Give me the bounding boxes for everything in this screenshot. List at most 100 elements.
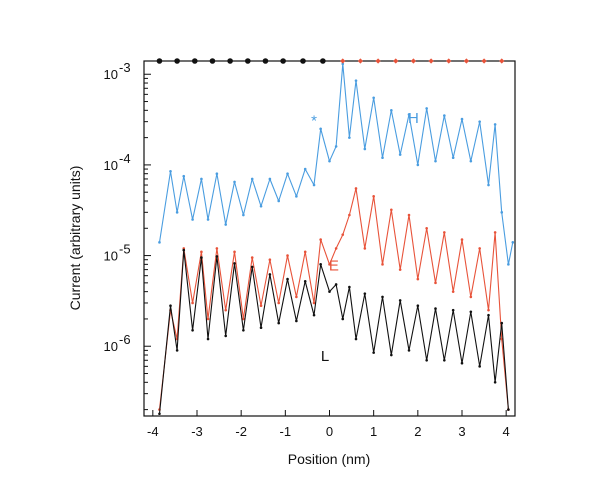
data-point-h: [460, 117, 464, 121]
data-point-h: [469, 159, 473, 163]
data-point-h: [312, 183, 316, 187]
series-label: H: [408, 110, 419, 127]
data-point-e: [443, 231, 446, 234]
data-point-l: [268, 273, 272, 276]
data-point-l: [334, 283, 338, 286]
data-point-h: [250, 177, 254, 181]
atom-marker: [227, 58, 233, 64]
data-point-h: [363, 147, 367, 151]
data-point-l: [416, 304, 420, 307]
data-point-h: [354, 79, 358, 82]
data-point-e: [363, 247, 367, 250]
data-point-h: [303, 167, 307, 171]
atom-marker: [393, 58, 399, 64]
x-tick-label: 4: [503, 424, 510, 439]
data-point-l: [443, 358, 446, 362]
data-point-l: [372, 351, 375, 354]
data-point-e: [372, 195, 375, 198]
data-point-l: [500, 321, 504, 325]
data-point-e: [328, 263, 331, 266]
x-tick-label: -4: [147, 424, 159, 439]
data-point-e: [348, 213, 351, 217]
data-point-e: [416, 277, 420, 281]
data-point-h: [407, 113, 411, 116]
data-point-h: [319, 127, 322, 131]
data-point-l: [158, 412, 161, 416]
data-point-e: [398, 268, 402, 271]
y-tick-exponent: -5: [119, 242, 131, 257]
x-tick-label: -1: [280, 424, 292, 439]
atom-marker: [357, 58, 364, 64]
data-point-l: [200, 256, 203, 259]
data-point-h: [478, 120, 481, 123]
data-point-l: [381, 295, 384, 299]
data-point-e: [303, 250, 307, 254]
data-point-l: [425, 358, 428, 362]
data-point-l: [354, 337, 358, 341]
data-point-l: [169, 304, 172, 307]
data-point-h: [277, 199, 281, 203]
atom-marker: [340, 58, 346, 64]
data-point-e: [206, 317, 210, 321]
atom-marker: [280, 58, 286, 64]
data-point-h: [215, 172, 219, 175]
data-point-h: [443, 114, 446, 117]
data-point-l: [363, 292, 367, 295]
data-point-h: [348, 136, 351, 139]
data-point-l: [215, 255, 219, 258]
x-tick-label: 1: [370, 424, 377, 439]
data-point-h: [295, 195, 298, 198]
y-tick-label: 10: [104, 158, 118, 173]
atom-marker: [463, 58, 470, 64]
data-point-h: [242, 213, 245, 217]
data-point-l: [233, 262, 236, 265]
data-point-e: [319, 238, 322, 241]
plot-area: [158, 62, 515, 416]
atom-marker: [209, 58, 216, 64]
data-point-e: [233, 250, 236, 254]
data-point-l: [341, 317, 345, 321]
y-tick-label: 10: [104, 67, 118, 82]
data-point-h: [182, 174, 186, 178]
data-point-e: [286, 254, 289, 257]
data-point-h: [372, 96, 375, 100]
data-point-l: [303, 280, 307, 283]
atom-marker: [375, 58, 381, 64]
data-point-l: [175, 349, 179, 352]
data-point-l: [286, 277, 289, 281]
data-point-l: [398, 299, 402, 302]
atom-marker: [410, 58, 417, 64]
data-point-e: [334, 247, 338, 250]
data-point-e: [390, 208, 393, 212]
data-point-h: [286, 172, 289, 175]
data-point-h: [390, 109, 393, 112]
y-axis: 10-610-510-410-3: [104, 60, 151, 411]
data-point-l: [478, 365, 481, 368]
y-tick-exponent: -4: [119, 151, 131, 166]
data-point-l: [390, 353, 393, 357]
data-point-e: [295, 295, 298, 299]
data-point-h: [191, 218, 194, 221]
data-point-h: [224, 223, 228, 226]
x-tick-label: -3: [191, 424, 203, 439]
data-point-h: [268, 177, 272, 181]
data-point-e: [312, 301, 316, 305]
atom-marker: [446, 58, 452, 64]
data-point-e: [493, 231, 497, 234]
data-point-h: [416, 163, 420, 167]
data-point-h: [200, 177, 203, 181]
data-point-l: [242, 328, 245, 332]
y-tick-exponent: -3: [119, 60, 131, 75]
series-label: L: [321, 348, 329, 365]
atom-marker: [156, 58, 163, 64]
data-point-l: [487, 313, 490, 317]
data-point-h: [493, 123, 497, 126]
data-point-e: [487, 308, 490, 312]
data-point-h: [233, 180, 236, 184]
x-tick-label: 0: [326, 424, 333, 439]
series-label: E: [329, 257, 339, 274]
data-point-h: [381, 156, 384, 160]
data-point-l: [206, 337, 210, 341]
y-axis-label: Current (arbitrary units): [67, 166, 83, 311]
data-point-l: [312, 313, 316, 317]
